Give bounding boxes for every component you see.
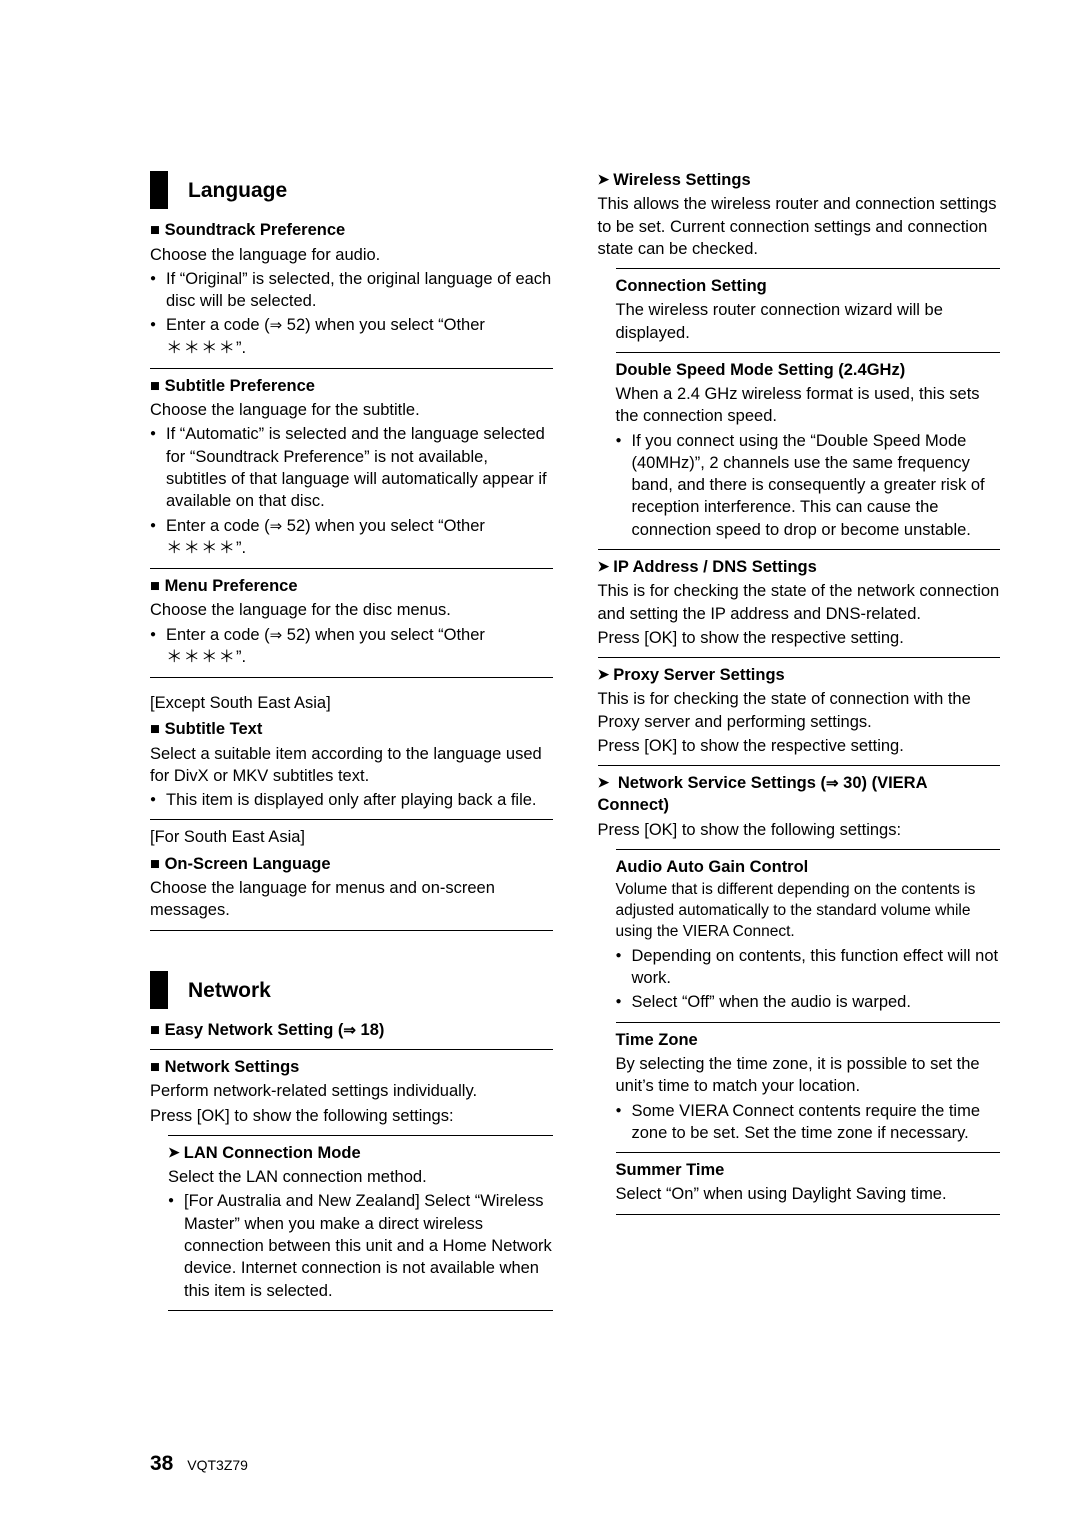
subtitle-preference-heading: Subtitle Preference	[150, 375, 553, 397]
divider	[150, 819, 553, 820]
network-section-header: Network	[150, 971, 553, 1009]
network-settings-desc1: Perform network-related settings individ…	[150, 1080, 553, 1102]
soundtrack-bullets: If “Original” is selected, the original …	[150, 268, 553, 360]
divider	[616, 1214, 1001, 1215]
divider	[616, 849, 1001, 850]
divider	[150, 1049, 553, 1050]
language-title: Language	[188, 171, 287, 209]
left-column: Language Soundtrack Preference Choose th…	[150, 165, 553, 1317]
link-arrow-icon	[270, 626, 283, 644]
timezone-desc: By selecting the time zone, it is possib…	[616, 1053, 1001, 1098]
subtitle-pref-b1: If “Automatic” is selected and the langu…	[150, 423, 553, 512]
timezone-bullets: Some VIERA Connect contents require the …	[616, 1100, 1001, 1145]
divider	[150, 568, 553, 569]
subtitle-text-heading: Subtitle Text	[150, 718, 553, 740]
divider	[168, 1135, 553, 1136]
language-section-header: Language	[150, 171, 553, 209]
agc-b2: Select “Off” when the audio is warped.	[616, 991, 1001, 1013]
doc-code: VQT3Z79	[187, 1457, 248, 1473]
proxy-heading: Proxy Server Settings	[598, 664, 1001, 686]
menu-pref-b1: Enter a code ( 52) when you select “Othe…	[150, 624, 553, 670]
subtitle-preference-desc: Choose the language for the subtitle.	[150, 399, 553, 421]
connection-setting-desc: The wireless router connection wizard wi…	[616, 299, 1001, 344]
divider	[598, 549, 1001, 550]
divider	[616, 1152, 1001, 1153]
header-bar	[150, 171, 168, 209]
connection-setting-heading: Connection Setting	[616, 275, 1001, 297]
link-arrow-icon	[270, 316, 283, 334]
divider	[598, 765, 1001, 766]
menu-preference-desc: Choose the language for the disc menus.	[150, 599, 553, 621]
onscreen-tag: [For South East Asia]	[150, 826, 553, 848]
header-bar	[150, 971, 168, 1009]
agc-bullets: Depending on contents, this function eff…	[616, 945, 1001, 1014]
ipdns-desc2: Press [OK] to show the respective settin…	[598, 627, 1001, 649]
easy-network-heading: Easy Network Setting ( 18)	[150, 1019, 553, 1041]
ipdns-heading: IP Address / DNS Settings	[598, 556, 1001, 578]
subtitle-text-bullets: This item is displayed only after playin…	[150, 789, 553, 811]
menu-pref-bullets: Enter a code ( 52) when you select “Othe…	[150, 624, 553, 670]
link-arrow-icon	[826, 774, 839, 792]
divider	[150, 930, 553, 931]
network-title: Network	[188, 971, 271, 1009]
subtitle-text-desc: Select a suitable item according to the …	[150, 743, 553, 788]
proxy-desc2: Press [OK] to show the respective settin…	[598, 735, 1001, 757]
page-number: 38	[150, 1452, 173, 1475]
lan-mode-bullets: [For Australia and New Zealand] Select “…	[168, 1190, 553, 1301]
timezone-heading: Time Zone	[616, 1029, 1001, 1051]
divider	[616, 1022, 1001, 1023]
link-arrow-icon	[343, 1021, 356, 1039]
lan-mode-desc: Select the LAN connection method.	[168, 1166, 553, 1188]
double-speed-bullets: If you connect using the “Double Speed M…	[616, 430, 1001, 541]
netservice-heading: Network Service Settings ( 30) (VIERA Co…	[598, 772, 1001, 817]
agc-desc: Volume that is different depending on th…	[616, 880, 1001, 943]
soundtrack-b2: Enter a code ( 52) when you select “Othe…	[150, 314, 553, 360]
wireless-settings-desc: This allows the wireless router and conn…	[598, 193, 1001, 260]
agc-b1: Depending on contents, this function eff…	[616, 945, 1001, 990]
page-footer: 38 VQT3Z79	[150, 1452, 248, 1476]
subtitle-text-b1: This item is displayed only after playin…	[150, 789, 553, 811]
divider	[150, 368, 553, 369]
link-arrow-icon	[270, 517, 283, 535]
double-speed-heading: Double Speed Mode Setting (2.4GHz)	[616, 359, 1001, 381]
wireless-settings-heading: Wireless Settings	[598, 169, 1001, 191]
summer-heading: Summer Time	[616, 1159, 1001, 1181]
lan-mode-b1: [For Australia and New Zealand] Select “…	[168, 1190, 553, 1301]
subtitle-pref-b2: Enter a code ( 52) when you select “Othe…	[150, 515, 553, 561]
divider	[616, 268, 1001, 269]
divider	[598, 657, 1001, 658]
divider	[616, 352, 1001, 353]
onscreen-heading: On-Screen Language	[150, 853, 553, 875]
divider	[168, 1310, 553, 1311]
onscreen-desc: Choose the language for menus and on-scr…	[150, 877, 553, 922]
proxy-desc1: This is for checking the state of connec…	[598, 688, 1001, 733]
divider	[150, 677, 553, 678]
double-speed-b1: If you connect using the “Double Speed M…	[616, 430, 1001, 541]
network-settings-desc2: Press [OK] to show the following setting…	[150, 1105, 553, 1127]
double-speed-desc: When a 2.4 GHz wireless format is used, …	[616, 383, 1001, 428]
soundtrack-preference-heading: Soundtrack Preference	[150, 219, 553, 241]
subtitle-text-tag: [Except South East Asia]	[150, 692, 553, 714]
soundtrack-preference-desc: Choose the language for audio.	[150, 244, 553, 266]
soundtrack-b1: If “Original” is selected, the original …	[150, 268, 553, 313]
netservice-desc: Press [OK] to show the following setting…	[598, 819, 1001, 841]
timezone-b1: Some VIERA Connect contents require the …	[616, 1100, 1001, 1145]
page-columns: Language Soundtrack Preference Choose th…	[150, 165, 1000, 1317]
subtitle-pref-bullets: If “Automatic” is selected and the langu…	[150, 423, 553, 560]
network-settings-heading: Network Settings	[150, 1056, 553, 1078]
summer-desc: Select “On” when using Daylight Saving t…	[616, 1183, 1001, 1205]
menu-preference-heading: Menu Preference	[150, 575, 553, 597]
ipdns-desc1: This is for checking the state of the ne…	[598, 580, 1001, 625]
agc-heading: Audio Auto Gain Control	[616, 856, 1001, 878]
right-column: Wireless Settings This allows the wirele…	[598, 165, 1001, 1317]
lan-mode-heading: LAN Connection Mode	[168, 1142, 553, 1164]
